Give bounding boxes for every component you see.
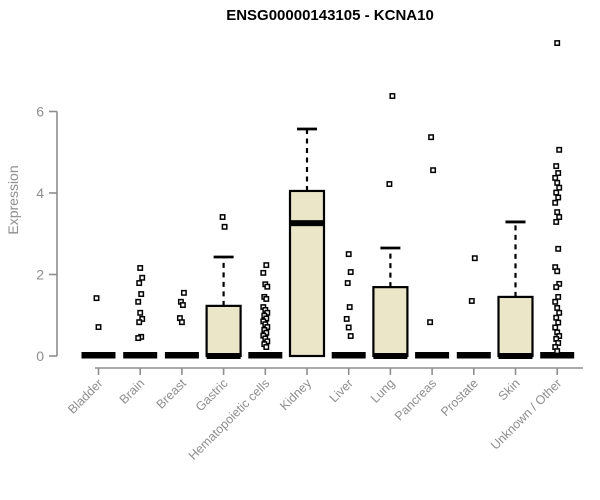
outlier-point-liver [347,333,354,339]
x-tick-label-prostate: Prostate [438,376,481,419]
median-breast [164,352,199,359]
box-gastric [205,304,242,358]
outlier-point-brain [139,315,146,322]
outlier-point-unknown-other [553,218,560,225]
y-axis-label: Expression [5,165,21,234]
x-tick-label-unknown-other: Unknown / Other [488,376,564,452]
x-tick-label-brain: Brain [117,376,148,407]
y-tick-label: 4 [36,185,44,201]
outlier-point-unknown-other [554,40,561,46]
outlier-point-unknown-other [553,189,560,196]
median-lung [373,353,408,359]
x-tick-label-bladder: Bladder [65,376,105,416]
outlier-point-unknown-other [553,284,560,291]
outlier-point-liver [345,251,352,258]
median-prostate [456,352,491,359]
outlier-point-hematopoietic-cells [263,344,270,350]
y-tick-label: 2 [36,267,44,283]
outlier-point-unknown-other [553,163,560,170]
outlier-point-hematopoietic-cells [260,269,267,276]
y-tick-label: 0 [36,348,44,364]
outlier-point-brain [137,265,144,271]
outlier-point-unknown-other [554,348,561,355]
outlier-point-breast [178,319,185,326]
x-tick-label-kidney: Kidney [277,376,314,413]
outlier-point-breast [179,302,186,309]
outlier-point-pancreas [430,167,437,174]
median-liver [331,352,366,359]
x-tick-label-pancreas: Pancreas [392,376,439,423]
outlier-point-liver [346,304,353,311]
outlier-point-bladder [95,324,102,331]
median-bladder [81,352,116,359]
outlier-point-unknown-other [552,174,559,181]
outlier-point-brain [136,319,143,326]
outlier-point-hematopoietic-cells [263,296,270,302]
outlier-point-unknown-other [555,245,562,252]
x-tick-label-hematopoietic-cells: Hematopoietic cells [186,376,273,463]
chart-title: ENSG00000143105 - KCNA10 [226,7,434,24]
outlier-point-unknown-other [552,324,559,331]
outlier-point-bladder [93,295,100,302]
outlier-point-brain [135,298,142,305]
x-tick-label-liver: Liver [327,376,356,405]
outlier-point-gastric [219,214,226,220]
outlier-point-unknown-other [554,209,561,216]
outlier-point-brain [137,309,144,316]
median-pancreas [415,352,450,359]
outlier-point-pancreas [427,319,434,326]
box-kidney [288,189,326,358]
median-unknown-other [540,352,575,359]
median-kidney [290,220,324,227]
outlier-point-unknown-other [555,194,562,201]
outlier-point-unknown-other [553,314,560,321]
outlier-point-unknown-other [554,304,561,311]
plot-area: 0 2 4 6 Bladder Brain Breast GastricHematopoiet… [36,40,583,463]
outlier-point-unknown-other [554,268,561,275]
median-skin [498,353,533,359]
outlier-point-brain [139,274,146,281]
median-gastric [206,353,241,359]
outlier-point-liver [343,315,350,322]
outlier-point-liver [347,269,354,276]
outlier-point-unknown-other [555,340,562,346]
outlier-point-gastric [221,223,228,230]
outlier-point-hematopoietic-cells [263,262,270,269]
outlier-point-prostate [471,255,478,262]
x-tick-label-gastric: Gastric [193,376,231,414]
outlier-point-hematopoietic-cells [264,283,271,290]
outlier-point-liver [344,280,351,287]
box-lung [372,286,409,358]
outlier-point-liver [345,324,352,331]
outlier-point-brain [136,280,143,287]
outlier-point-brain [135,335,142,342]
x-tick-label-lung: Lung [368,376,398,406]
outlier-point-unknown-other [556,146,563,153]
outlier-point-unknown-other [556,309,563,316]
outlier-point-unknown-other [555,170,562,176]
x-tick-label-breast: Breast [154,376,190,412]
outlier-point-prostate [468,298,475,304]
outlier-point-lung [389,93,396,99]
outlier-point-unknown-other [556,214,563,220]
outlier-point-unknown-other [555,293,562,300]
outlier-point-lung [386,181,393,187]
outlier-point-unknown-other [554,179,561,186]
outlier-point-unknown-other [552,298,559,305]
median-hematopoietic-cells [248,352,283,359]
outlier-point-unknown-other [556,184,563,191]
median-brain [123,352,158,359]
outlier-point-pancreas [428,134,435,141]
outlier-point-unknown-other [552,199,559,206]
box-skin [497,295,534,358]
x-tick-label-skin: Skin [496,376,523,403]
outlier-point-unknown-other [556,280,563,287]
outlier-point-unknown-other [555,319,562,326]
outlier-point-brain [138,291,145,298]
outlier-point-breast [180,289,187,296]
y-tick-label: 6 [36,104,44,120]
